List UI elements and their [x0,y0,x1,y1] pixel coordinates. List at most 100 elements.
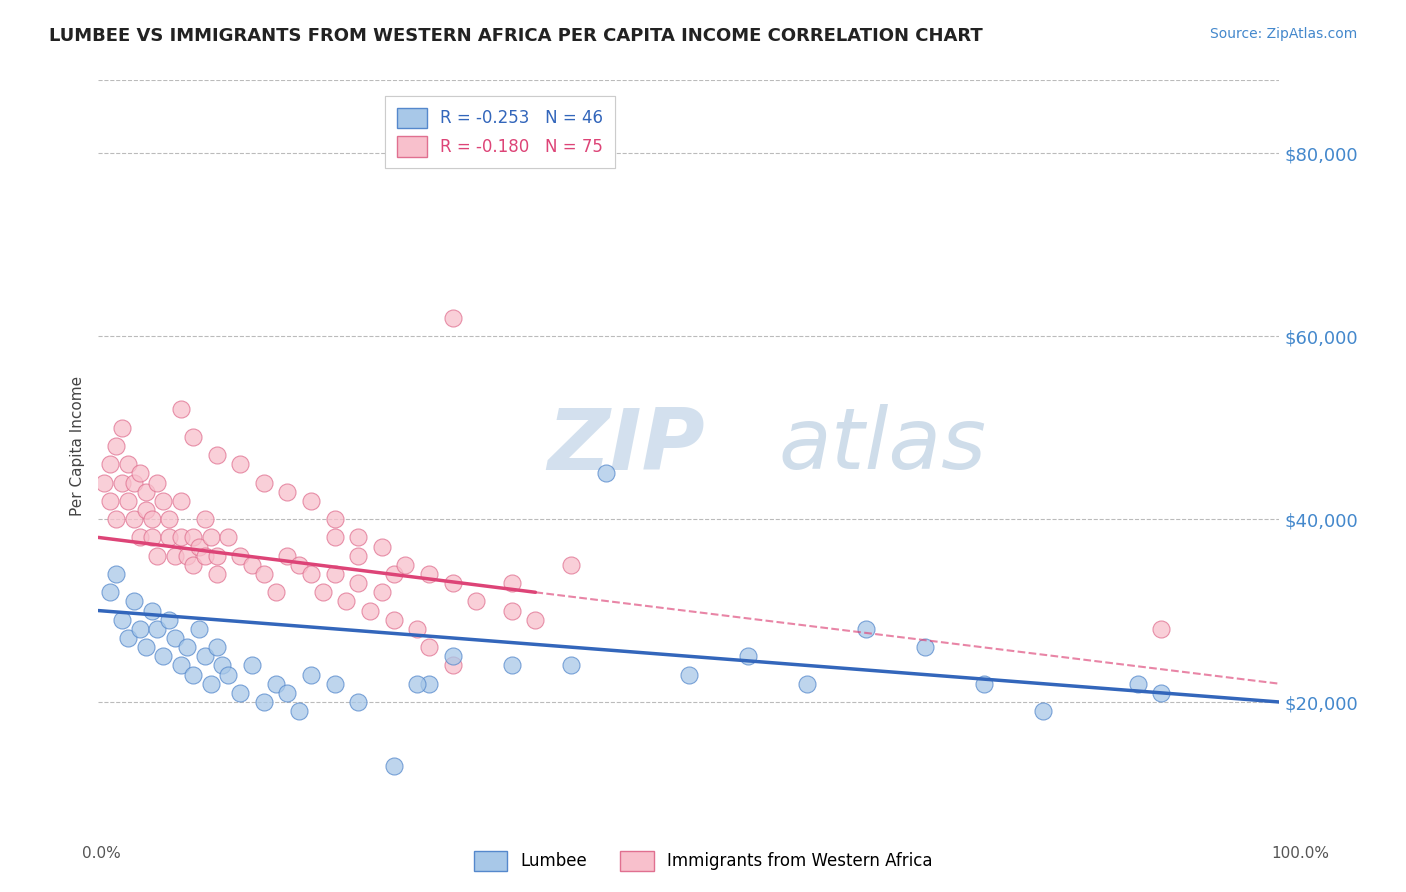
Point [253,475,276,490]
Point [187,540,209,554]
Point [152,649,174,664]
Text: atlas: atlas [779,404,987,488]
Point [165,549,187,563]
Point [406,676,429,690]
Point [382,567,405,582]
Point [347,695,370,709]
Point [276,549,298,563]
Point [141,530,163,544]
Point [406,622,429,636]
Point [323,676,346,690]
Point [181,430,204,444]
Point [200,676,222,690]
Point [855,622,877,636]
Point [217,530,239,544]
Point [371,540,394,554]
Point [1126,676,1149,690]
Point [105,567,128,582]
Legend: R = -0.253   N = 46, R = -0.180   N = 75: R = -0.253 N = 46, R = -0.180 N = 75 [385,96,614,169]
Point [347,530,370,544]
Point [111,613,134,627]
Point [157,613,180,627]
Point [560,558,582,572]
Point [141,603,163,617]
Point [229,549,252,563]
Y-axis label: Per Capita Income: Per Capita Income [69,376,84,516]
Point [465,594,488,608]
Point [914,640,936,655]
Point [418,676,440,690]
Point [229,457,252,471]
Point [122,594,145,608]
Point [973,676,995,690]
Point [98,493,121,508]
Point [176,549,198,563]
Point [441,658,464,673]
Point [205,448,228,462]
Point [170,493,193,508]
Point [288,558,311,572]
Point [200,530,222,544]
Point [299,667,322,681]
Point [229,686,252,700]
Point [157,512,180,526]
Point [141,512,163,526]
Point [253,567,276,582]
Point [1032,704,1054,718]
Point [418,567,440,582]
Point [441,310,464,325]
Text: ZIP: ZIP [547,404,704,488]
Point [128,530,150,544]
Point [105,439,128,453]
Point [335,594,357,608]
Point [524,613,547,627]
Point [312,585,335,599]
Point [152,493,174,508]
Point [501,576,523,591]
Point [323,567,346,582]
Point [347,549,370,563]
Text: Source: ZipAtlas.com: Source: ZipAtlas.com [1209,27,1357,41]
Point [117,457,139,471]
Point [205,549,228,563]
Point [135,503,157,517]
Point [371,585,394,599]
Point [117,631,139,645]
Point [146,622,169,636]
Point [111,475,134,490]
Text: 0.0%: 0.0% [82,847,121,861]
Point [181,558,204,572]
Point [93,475,115,490]
Point [194,512,217,526]
Point [276,484,298,499]
Point [217,667,239,681]
Point [796,676,818,690]
Point [347,576,370,591]
Point [323,530,346,544]
Point [276,686,298,700]
Point [240,658,263,673]
Point [382,759,405,773]
Point [176,640,198,655]
Point [105,512,128,526]
Point [128,467,150,481]
Point [146,549,169,563]
Point [264,676,287,690]
Point [441,649,464,664]
Point [501,658,523,673]
Point [264,585,287,599]
Point [288,704,311,718]
Point [181,667,204,681]
Point [359,603,381,617]
Point [211,658,233,673]
Point [122,512,145,526]
Point [122,475,145,490]
Point [1150,686,1173,700]
Point [501,603,523,617]
Point [187,622,209,636]
Text: LUMBEE VS IMMIGRANTS FROM WESTERN AFRICA PER CAPITA INCOME CORRELATION CHART: LUMBEE VS IMMIGRANTS FROM WESTERN AFRICA… [49,27,983,45]
Point [323,512,346,526]
Point [205,567,228,582]
Point [111,420,134,434]
Point [678,667,700,681]
